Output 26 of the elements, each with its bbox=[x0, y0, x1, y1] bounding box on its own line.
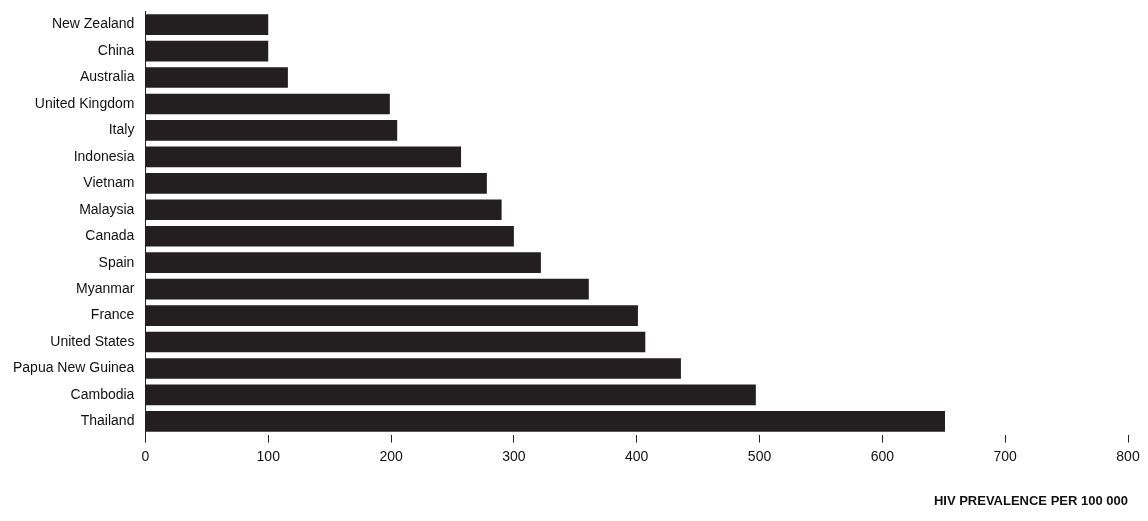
x-tick-label: 600 bbox=[870, 447, 895, 464]
y-tick-label: France bbox=[90, 306, 135, 323]
y-tick-label: Spain bbox=[98, 253, 135, 270]
x-axis-title: HIV PREVALENCE PER 100 000 bbox=[933, 492, 1128, 508]
x-tick-label: 0 bbox=[141, 447, 150, 464]
y-tick-label: Vietnam bbox=[83, 174, 135, 191]
x-tick-label: 100 bbox=[256, 447, 281, 464]
x-tick-label: 800 bbox=[1116, 447, 1140, 464]
x-tick-label: 700 bbox=[993, 447, 1018, 464]
y-tick-label: Thailand bbox=[80, 412, 135, 429]
y-tick-label: Italy bbox=[108, 121, 135, 138]
y-tick-label: Australia bbox=[79, 68, 135, 85]
y-tick-label: Indonesia bbox=[73, 147, 135, 164]
y-tick-label: Myanmar bbox=[76, 279, 135, 296]
y-tick-label: Malaysia bbox=[79, 200, 135, 217]
y-tick-label: Papua New Guinea bbox=[12, 359, 135, 376]
x-tick-label: 500 bbox=[747, 447, 772, 464]
x-tick-label: 400 bbox=[625, 447, 649, 464]
y-tick-label: United Kingdom bbox=[34, 94, 135, 111]
y-tick-label: New Zealand bbox=[51, 15, 135, 32]
y-tick-label: Cambodia bbox=[70, 385, 135, 402]
x-tick-label: 300 bbox=[502, 447, 526, 464]
x-tick-label: 200 bbox=[379, 447, 403, 464]
y-tick-label: China bbox=[97, 41, 135, 58]
y-tick-label: Canada bbox=[85, 227, 135, 244]
y-tick-label: United States bbox=[50, 332, 135, 349]
